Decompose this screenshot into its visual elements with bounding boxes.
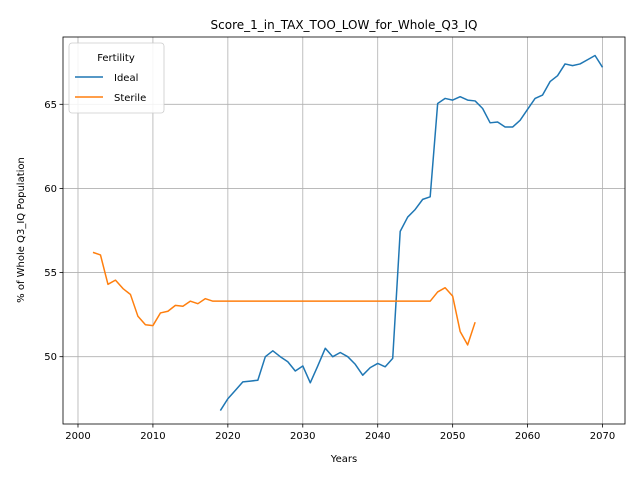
series-line-ideal: [219, 54, 604, 411]
legend-title: Fertility: [97, 53, 135, 64]
grid: [63, 37, 625, 424]
chart-title: Score_1_in_TAX_TOO_LOW_for_Whole_Q3_IQ: [211, 18, 478, 32]
axis-ticks: 2000 2010 2020 2030 2040 2050 2060 2070 50 55 60 65: [44, 100, 615, 442]
x-tick-label: 2010: [140, 431, 165, 442]
y-tick-label: 65: [44, 100, 57, 111]
plot-frame: [62, 36, 626, 425]
x-axis-title: Years: [330, 454, 357, 465]
legend-label-sterile: Sterile: [114, 93, 146, 104]
legend-box: [68, 42, 165, 114]
series-line-sterile: [92, 251, 476, 346]
x-tick-label: 2030: [290, 431, 315, 442]
x-tick-label: 2020: [215, 431, 240, 442]
x-tick-label: 2000: [65, 431, 90, 442]
x-tick-label: 2050: [440, 431, 465, 442]
y-tick-label: 60: [44, 184, 57, 195]
x-tick-label: 2060: [515, 431, 540, 442]
legend: Fertility Ideal Sterile: [68, 42, 165, 114]
y-axis-title: % of Whole Q3_IQ Population: [16, 157, 27, 303]
legend-label-ideal: Ideal: [114, 73, 138, 84]
x-tick-label: 2040: [365, 431, 390, 442]
series-lines: [92, 54, 604, 411]
x-tick-label: 2070: [590, 431, 615, 442]
y-tick-label: 50: [44, 352, 57, 363]
y-tick-label: 55: [44, 268, 57, 279]
